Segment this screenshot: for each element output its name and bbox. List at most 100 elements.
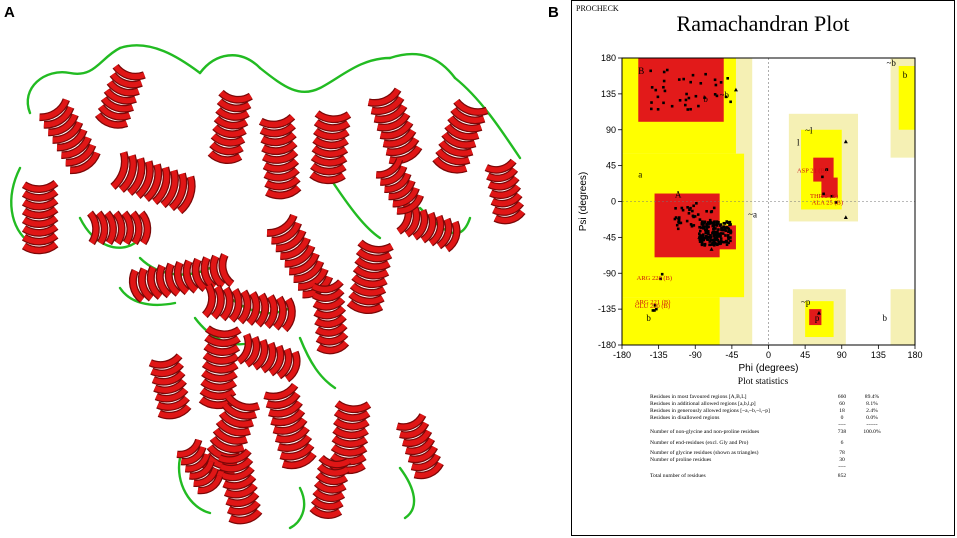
residue-point [701, 236, 705, 239]
residue-point [682, 77, 685, 81]
residue-point [719, 237, 723, 240]
glycine-point [816, 310, 821, 315]
residue-point [726, 235, 730, 239]
residue-point [704, 229, 708, 233]
residue-point [670, 104, 674, 108]
residue-point [725, 239, 728, 243]
region-label: a [638, 170, 642, 180]
residue-point [698, 232, 701, 235]
residue-point [689, 80, 693, 84]
residue-annotation: ALA 25 (B) [812, 200, 843, 207]
residue-point [709, 238, 712, 242]
residue-point [705, 209, 708, 213]
stats-row-label: Number of non-glycine and non-proline re… [650, 428, 759, 435]
residue-point [726, 77, 729, 80]
residue-point [655, 307, 658, 311]
alpha-helix [375, 157, 424, 215]
stats-row-count: 6 [841, 440, 844, 446]
residue-point [712, 206, 716, 210]
residue-point [726, 234, 730, 237]
residue-point [717, 228, 720, 231]
residue-point [662, 101, 665, 105]
residue-point [708, 236, 712, 239]
residue-point [718, 235, 722, 238]
residue-point [822, 192, 825, 196]
residue-point [713, 236, 717, 240]
alpha-helix [201, 283, 296, 333]
coil-loop [177, 456, 212, 515]
residue-point [712, 235, 715, 238]
residue-point [700, 240, 704, 244]
residue-point [711, 231, 714, 235]
region-label: ~b [720, 90, 730, 100]
alpha-helix [258, 113, 302, 200]
residue-point [653, 304, 657, 307]
region-labels: Bb ~b b ~l l a A ~a ~p p ~b b b [638, 58, 908, 323]
glycine-point [697, 235, 702, 239]
residue-point [729, 100, 732, 104]
residue-point [720, 227, 723, 230]
residue-point [834, 201, 838, 204]
region-label: b [703, 94, 708, 104]
region-label: b [882, 313, 887, 323]
residue-point [673, 217, 677, 221]
residue-point [712, 230, 716, 234]
residue-point [698, 238, 702, 241]
residue-point [700, 239, 704, 242]
residue-point [662, 79, 666, 83]
stats-row-count: ---- [838, 422, 846, 428]
residue-point [651, 309, 655, 312]
y-tick-label: -45 [603, 232, 616, 242]
x-axis-label: Phi (degrees) [738, 363, 798, 374]
residue-point [707, 221, 711, 224]
residue-point [690, 224, 694, 228]
residue-point [689, 107, 692, 111]
stats-row-count: 852 [838, 473, 847, 479]
residue-point [656, 108, 660, 111]
stats-row-count: 738 [838, 429, 847, 435]
alpha-helix [484, 158, 526, 225]
alpha-helix [148, 353, 192, 420]
residue-point [685, 92, 688, 96]
residue-point [825, 168, 829, 171]
stats-row-label: Number of glycine residues (shown as tri… [650, 449, 759, 456]
residue-point [686, 108, 690, 111]
protein-ribbon-structure [10, 44, 526, 530]
y-tick-label: 180 [601, 53, 616, 63]
residue-point [663, 89, 667, 93]
alpha-helix [311, 279, 350, 355]
core-region [821, 177, 838, 198]
residue-point [727, 241, 730, 245]
residue-point [675, 223, 679, 227]
residue-point [729, 229, 732, 233]
residue-point [680, 206, 684, 210]
allowed-region [898, 65, 915, 130]
residue-point [705, 231, 709, 235]
residue-point [689, 223, 693, 226]
residue-point [715, 231, 718, 235]
residue-point [688, 208, 691, 212]
x-tick-label: 0 [766, 350, 771, 360]
residue-point [716, 238, 720, 242]
residue-point [692, 204, 695, 208]
alpha-helix [217, 448, 263, 525]
stats-row-count: 0 [841, 415, 844, 421]
residue-point [821, 175, 824, 179]
residue-point [702, 225, 705, 228]
stats-row-label: Number of proline residues [650, 456, 711, 463]
residue-point [708, 243, 712, 246]
stats-row-count: 60 [839, 401, 845, 407]
residue-point [691, 209, 694, 213]
stats-row-percent: 89.4% [865, 394, 880, 400]
alpha-helix [367, 87, 423, 165]
stats-row-label: Total number of residues [650, 472, 706, 479]
residue-point [678, 221, 681, 225]
residue-point [700, 222, 704, 226]
residue-point [704, 231, 708, 235]
residue-point [702, 238, 706, 242]
alpha-helix [21, 179, 59, 255]
alpha-helix [86, 210, 152, 246]
residue-point [722, 225, 726, 228]
residue-point [649, 69, 652, 73]
residue-point [705, 234, 708, 238]
